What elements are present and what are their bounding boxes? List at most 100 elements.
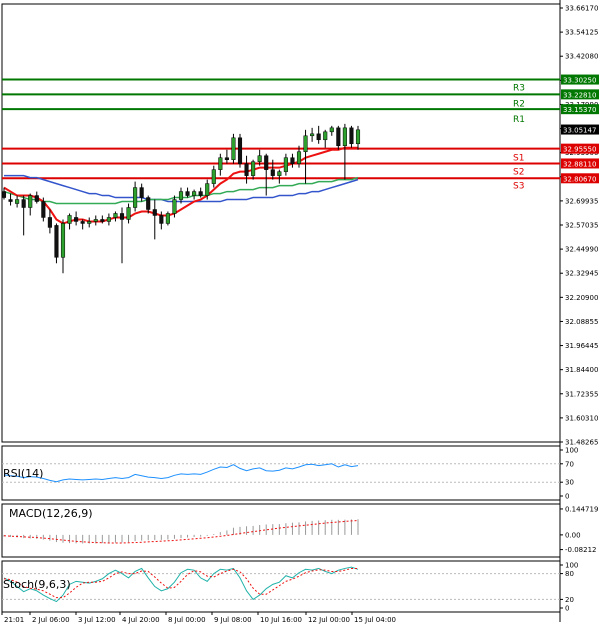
candle-body xyxy=(100,219,105,222)
macd-tick-label: -0.08212 xyxy=(565,546,596,554)
candle-body xyxy=(47,217,52,228)
rsi-label: RSI(14) xyxy=(3,467,43,480)
price-tick-label: 32.44990 xyxy=(565,246,598,254)
macd-signal-line xyxy=(3,520,359,544)
candle-body xyxy=(28,195,33,208)
macd-tick-label: 0.00 xyxy=(565,531,581,539)
rsi-line xyxy=(3,463,359,483)
panel-frame xyxy=(1,560,561,613)
candle-body xyxy=(152,209,157,216)
candle-body xyxy=(165,213,170,224)
time-tick-label: 2 Jul 06:00 xyxy=(32,616,70,624)
level-name-label: S1 xyxy=(513,153,524,163)
candle-body xyxy=(67,215,72,224)
level-tag-label: 32.88110 xyxy=(563,160,596,168)
candle-body xyxy=(224,157,229,160)
level-tag-label: 33.15370 xyxy=(563,106,596,114)
candle-body xyxy=(355,129,361,145)
level-tag-label: 33.30250 xyxy=(563,77,596,85)
level-tag-label: 32.80670 xyxy=(563,175,596,183)
level-name-label: R2 xyxy=(513,99,525,109)
level-tag xyxy=(561,158,599,169)
level-name-label: R3 xyxy=(513,84,525,94)
candle-body xyxy=(15,199,20,204)
time-tick-label: 9 Jul 08:00 xyxy=(214,616,252,624)
level-tag xyxy=(561,89,599,100)
time-tick-label: 21:01 xyxy=(4,616,24,624)
candle-body xyxy=(336,127,341,147)
candle-body xyxy=(283,157,288,172)
candle-body xyxy=(277,171,282,176)
candle-body xyxy=(172,199,177,214)
candle-body xyxy=(21,199,26,208)
candle-body xyxy=(329,127,334,133)
candle-body xyxy=(303,135,308,152)
current-price-label: 33.05147 xyxy=(563,127,596,135)
rsi-tick-label: 70 xyxy=(565,460,574,468)
stoch-tick-label: 80 xyxy=(565,570,574,578)
time-tick-label: 8 Jul 00:00 xyxy=(168,616,206,624)
rsi-tick-label: 30 xyxy=(565,479,574,487)
time-tick-label: 10 Jul 16:00 xyxy=(260,616,302,624)
candle-body xyxy=(133,187,138,208)
price-tick-label: 31.96445 xyxy=(565,342,598,350)
candle-body xyxy=(231,137,236,160)
price-tick-label: 31.72355 xyxy=(565,390,598,398)
candle-body xyxy=(185,191,190,196)
level-tag xyxy=(561,173,599,184)
candle-body xyxy=(139,187,144,198)
candle-body xyxy=(41,201,46,218)
candle-body xyxy=(106,217,111,222)
candle-body xyxy=(159,215,164,224)
level-tag xyxy=(561,143,599,154)
level-name-label: R1 xyxy=(513,115,525,125)
candle-body xyxy=(198,191,203,196)
candle-body xyxy=(323,131,328,141)
ma-fast-line xyxy=(3,146,358,225)
candle-body xyxy=(178,191,184,200)
candle-body xyxy=(205,183,210,196)
candle-body xyxy=(1,191,7,198)
candle-body xyxy=(218,157,223,170)
stoch-main-line xyxy=(3,566,359,603)
level-tag-label: 32.95550 xyxy=(563,146,596,154)
panel-frame xyxy=(1,3,561,443)
time-tick-label: 15 Jul 04:00 xyxy=(354,616,396,624)
level-tag xyxy=(561,74,599,85)
price-tick-label: 33.54125 xyxy=(565,29,598,37)
candle-body xyxy=(93,219,98,222)
candle-body xyxy=(87,221,92,224)
candle-body xyxy=(192,191,197,196)
candle-body xyxy=(8,199,13,202)
stoch-signal-line xyxy=(3,567,358,599)
candle-body xyxy=(119,213,125,220)
candle-body xyxy=(257,155,262,162)
candle-body xyxy=(80,221,85,224)
rsi-tick-label: 100 xyxy=(565,447,578,455)
price-tick-label: 32.20900 xyxy=(565,294,598,302)
candle-body xyxy=(251,161,256,176)
candle-body xyxy=(237,137,243,164)
candle-body xyxy=(296,151,302,164)
candle-body xyxy=(146,197,151,210)
price-tick-label: 31.60310 xyxy=(565,414,598,422)
candle-body xyxy=(54,225,59,258)
price-tick-label: 32.32945 xyxy=(565,270,598,278)
current-price-tag xyxy=(561,124,599,135)
macd-tick-label: 0.144719 xyxy=(565,505,598,513)
stoch-tick-label: 0 xyxy=(565,605,569,613)
level-tag xyxy=(561,104,599,115)
candle-body xyxy=(270,169,275,176)
time-tick-label: 12 Jul 00:00 xyxy=(308,616,350,624)
time-tick-label: 4 Jul 20:00 xyxy=(122,616,160,624)
time-tick-label: 3 Jul 12:00 xyxy=(78,616,116,624)
candle-body xyxy=(126,207,131,220)
panel-frame xyxy=(1,445,561,501)
stoch-tick-label: 20 xyxy=(565,596,574,604)
level-tag-label: 33.22810 xyxy=(563,91,596,99)
price-tick-label: 31.84400 xyxy=(565,366,598,374)
level-name-label: S3 xyxy=(513,181,524,191)
candle-body xyxy=(290,157,295,164)
candle-body xyxy=(211,169,216,184)
